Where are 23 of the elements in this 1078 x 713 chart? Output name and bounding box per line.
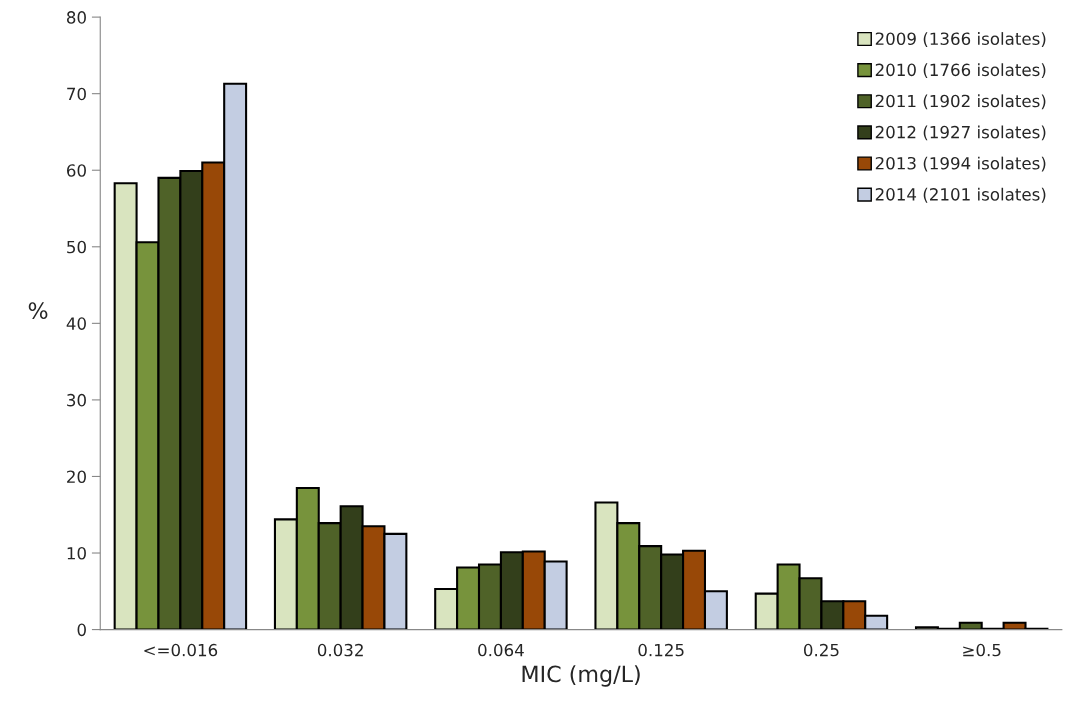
legend-label: 2013 (1994 isolates): [875, 156, 1046, 172]
x-tick-label: 0.064: [478, 643, 524, 657]
legend-label: 2011 (1902 isolates): [875, 94, 1046, 110]
y-tick-label: 40: [66, 317, 86, 330]
y-tick-label: 50: [67, 240, 86, 254]
x-axis-title: MIC (mg/L): [522, 665, 640, 687]
x-tick-label: <=0.016: [144, 643, 218, 657]
y-tick-label: 10: [67, 546, 86, 560]
y-axis-title: %: [28, 302, 48, 320]
y-tick-label: 20: [67, 470, 86, 484]
x-tick-label: ≥0.5: [963, 643, 1001, 657]
y-tick-label: 30: [67, 393, 86, 407]
y-tick-label: 80: [66, 11, 86, 24]
y-tick-label: 0: [77, 623, 86, 637]
y-tick-label: 60: [67, 164, 86, 177]
y-tick-label: 70: [67, 87, 86, 101]
legend-label: 2012 (1927 isolates): [875, 125, 1046, 141]
legend-label: 2010 (1766 isolates): [875, 63, 1046, 79]
x-tick-label: 0.125: [638, 643, 684, 657]
legend-label: 2009 (1366 isolates): [875, 32, 1046, 47]
legend-label: 2014 (2101 isolates): [875, 187, 1046, 203]
x-tick-label: 0.25: [803, 643, 839, 657]
x-tick-label: 0.032: [317, 643, 363, 657]
